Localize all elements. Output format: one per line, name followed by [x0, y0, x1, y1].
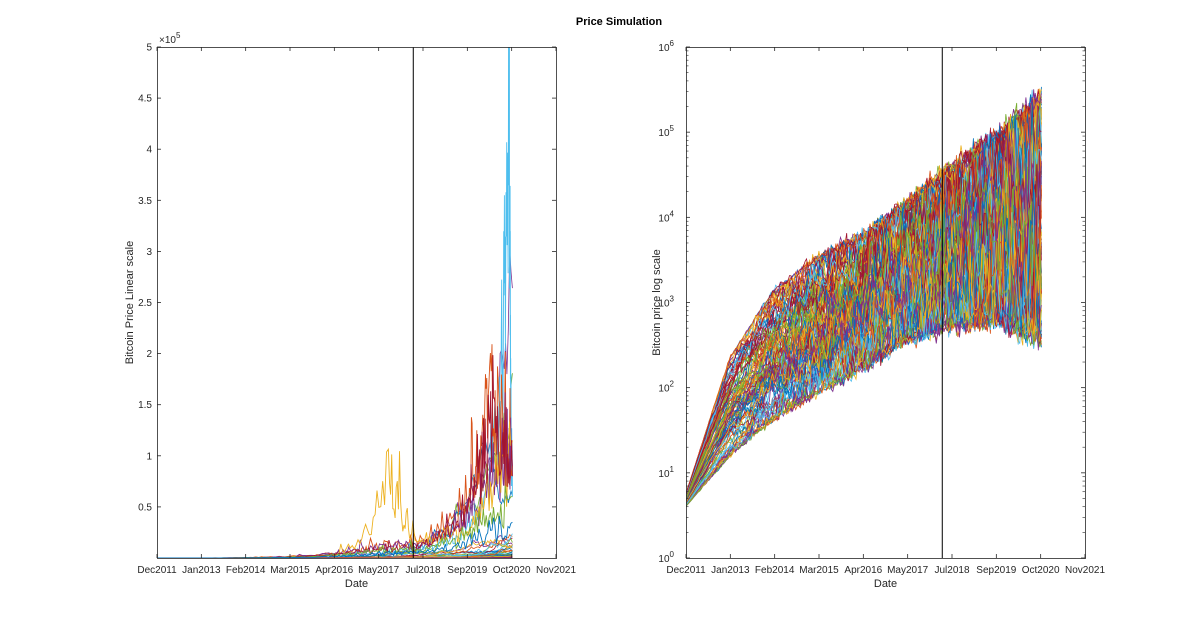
y-tick-label: 0.5 [138, 502, 152, 513]
y-exponent-label: ×105 [159, 31, 181, 46]
x-tick-label: Sep2019 [447, 565, 487, 576]
y-tick-base: 10 [658, 213, 670, 224]
y-tick-exp: 3 [670, 295, 675, 304]
y-tick-label: 102 [658, 380, 674, 395]
x-tick-label: Jan2013 [711, 565, 750, 576]
axes-box [686, 47, 1086, 559]
y-tick-label: 100 [658, 550, 674, 565]
y-tick-base: 10 [658, 43, 670, 54]
y-tick-label: 104 [658, 209, 674, 224]
y-tick-label: 2 [146, 349, 152, 360]
axes-box [157, 47, 557, 559]
series-line [157, 516, 513, 558]
x-tick-label: May2017 [887, 565, 929, 576]
x-tick-label: Feb2014 [755, 565, 795, 576]
series-line [686, 93, 1042, 501]
y-tick-base: 10 [658, 554, 670, 565]
series-line [686, 97, 1042, 495]
x-tick-label: Feb2014 [226, 565, 266, 576]
y-tick-exp: 5 [670, 124, 675, 133]
x-tick-label: Mar2015 [270, 565, 310, 576]
y-tick-base: 10 [658, 469, 670, 480]
series-group [686, 86, 1042, 507]
series-line [686, 183, 1042, 506]
y-tick-base: 10 [658, 299, 670, 310]
y-tick-label: 3 [146, 247, 152, 258]
left-chart: Dec2011 Jan2013 Feb2014 Mar2015 Apr2016 May20… [124, 31, 576, 590]
y-tick-exp: 0 [670, 550, 675, 559]
y-tick-label: 101 [658, 465, 674, 480]
x-tick-label: Nov2021 [536, 565, 576, 576]
y-tick-exp: 4 [670, 209, 675, 218]
y-exponent-base: ×10 [159, 35, 176, 46]
x-tick-label: Dec2011 [666, 565, 706, 576]
x-tick-label: Apr2016 [315, 565, 353, 576]
y-tick-label: 105 [658, 124, 674, 139]
series-line [686, 177, 1042, 503]
y-tick-label: 106 [658, 39, 674, 54]
x-axis-label: Date [345, 578, 368, 590]
series-line [686, 119, 1042, 496]
y-exponent-power: 5 [176, 31, 181, 40]
x-tick-label: Nov2021 [1065, 565, 1105, 576]
y-tick-label: 4 [146, 145, 152, 156]
series-line [686, 151, 1042, 500]
y-tick-label: 5 [146, 43, 152, 54]
y-tick-base: 10 [658, 384, 670, 395]
x-tick-label: Jan2013 [182, 565, 221, 576]
right-chart: Dec2011 Jan2013 Feb2014 Mar2015 Apr2016 May20… [651, 39, 1105, 590]
series-line [686, 161, 1042, 503]
x-axis-label: Date [874, 578, 897, 590]
x-tick-label: Apr2016 [844, 565, 882, 576]
x-tick-label: Dec2011 [137, 565, 177, 576]
y-axis-label: Bitcoin price log scale [651, 249, 663, 355]
y-tick-label: 1 [146, 451, 152, 462]
x-tick-label: Jul2018 [405, 565, 440, 576]
y-axis-label: Bitcoin Price Linear scale [124, 241, 136, 365]
y-tick-base: 10 [658, 128, 670, 139]
series-line [686, 209, 1042, 507]
y-tick-exp: 1 [670, 465, 675, 474]
series-line [686, 283, 1042, 506]
series-line [686, 155, 1042, 501]
y-tick-label: 1.5 [138, 400, 152, 411]
y-tick-label: 103 [658, 295, 674, 310]
y-tick-label: 4.5 [138, 94, 152, 105]
figure-title: Price Simulation [575, 16, 663, 28]
x-tick-label: Sep2019 [976, 565, 1016, 576]
y-tick-label: 3.5 [138, 196, 152, 207]
x-tick-label: Oct2020 [1022, 565, 1060, 576]
y-tick-label: 2.5 [138, 298, 152, 309]
x-tick-label: Oct2020 [493, 565, 531, 576]
x-tick-label: Jul2018 [934, 565, 969, 576]
y-tick-exp: 6 [670, 39, 675, 48]
x-tick-label: Mar2015 [799, 565, 839, 576]
x-tick-label: May2017 [358, 565, 400, 576]
y-tick-exp: 2 [670, 380, 675, 389]
